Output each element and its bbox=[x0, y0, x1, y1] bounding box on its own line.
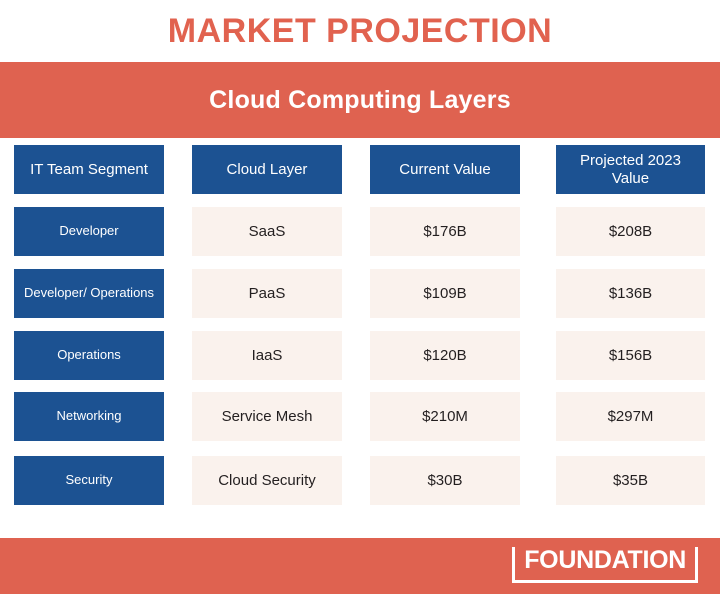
cell-cloud-layer: IaaS bbox=[192, 331, 342, 380]
foundation-logo[interactable]: FOUNDATION bbox=[512, 546, 698, 584]
table-row: Networking Service Mesh $210M $297M bbox=[0, 392, 720, 441]
page-title: MARKET PROJECTION bbox=[167, 12, 553, 50]
table-row: Security Cloud Security $30B $35B bbox=[0, 456, 720, 505]
cell-current-value: $210M bbox=[370, 392, 520, 441]
column-header-it-team-segment: IT Team Segment bbox=[14, 145, 164, 194]
cell-cloud-layer: Service Mesh bbox=[192, 392, 342, 441]
subtitle-banner: Cloud Computing Layers bbox=[0, 62, 720, 138]
table-row: Developer/ Operations PaaS $109B $136B bbox=[0, 269, 720, 318]
cell-projected-value: $136B bbox=[556, 269, 705, 318]
cell-cloud-layer: Cloud Security bbox=[192, 456, 342, 505]
logo-text: FOUNDATION bbox=[524, 546, 686, 574]
cell-projected-value: $297M bbox=[556, 392, 705, 441]
footer-bar: FOUNDATION bbox=[0, 538, 720, 594]
cell-current-value: $30B bbox=[370, 456, 520, 505]
cell-current-value: $176B bbox=[370, 207, 520, 256]
logo-frame: FOUNDATION bbox=[512, 546, 698, 584]
subtitle-text: Cloud Computing Layers bbox=[209, 85, 511, 114]
column-header-cloud-layer: Cloud Layer bbox=[192, 145, 342, 194]
cell-projected-value: $156B bbox=[556, 331, 705, 380]
table-row: Developer SaaS $176B $208B bbox=[0, 207, 720, 256]
table-header-row: IT Team Segment Cloud Layer Current Valu… bbox=[0, 145, 720, 194]
cell-projected-value: $208B bbox=[556, 207, 705, 256]
table-row: Operations IaaS $120B $156B bbox=[0, 331, 720, 380]
cell-segment: Developer bbox=[14, 207, 164, 256]
cell-cloud-layer: SaaS bbox=[192, 207, 342, 256]
cell-projected-value: $35B bbox=[556, 456, 705, 505]
cell-segment: Security bbox=[14, 456, 164, 505]
column-header-projected-value: Projected 2023 Value bbox=[556, 145, 705, 194]
cell-segment: Developer/ Operations bbox=[14, 269, 164, 318]
data-table: IT Team Segment Cloud Layer Current Valu… bbox=[0, 138, 720, 538]
column-header-current-value: Current Value bbox=[370, 145, 520, 194]
cell-segment: Networking bbox=[14, 392, 164, 441]
cell-current-value: $120B bbox=[370, 331, 520, 380]
cell-cloud-layer: PaaS bbox=[192, 269, 342, 318]
cell-current-value: $109B bbox=[370, 269, 520, 318]
footer-white-strip bbox=[0, 594, 720, 599]
cell-segment: Operations bbox=[14, 331, 164, 380]
